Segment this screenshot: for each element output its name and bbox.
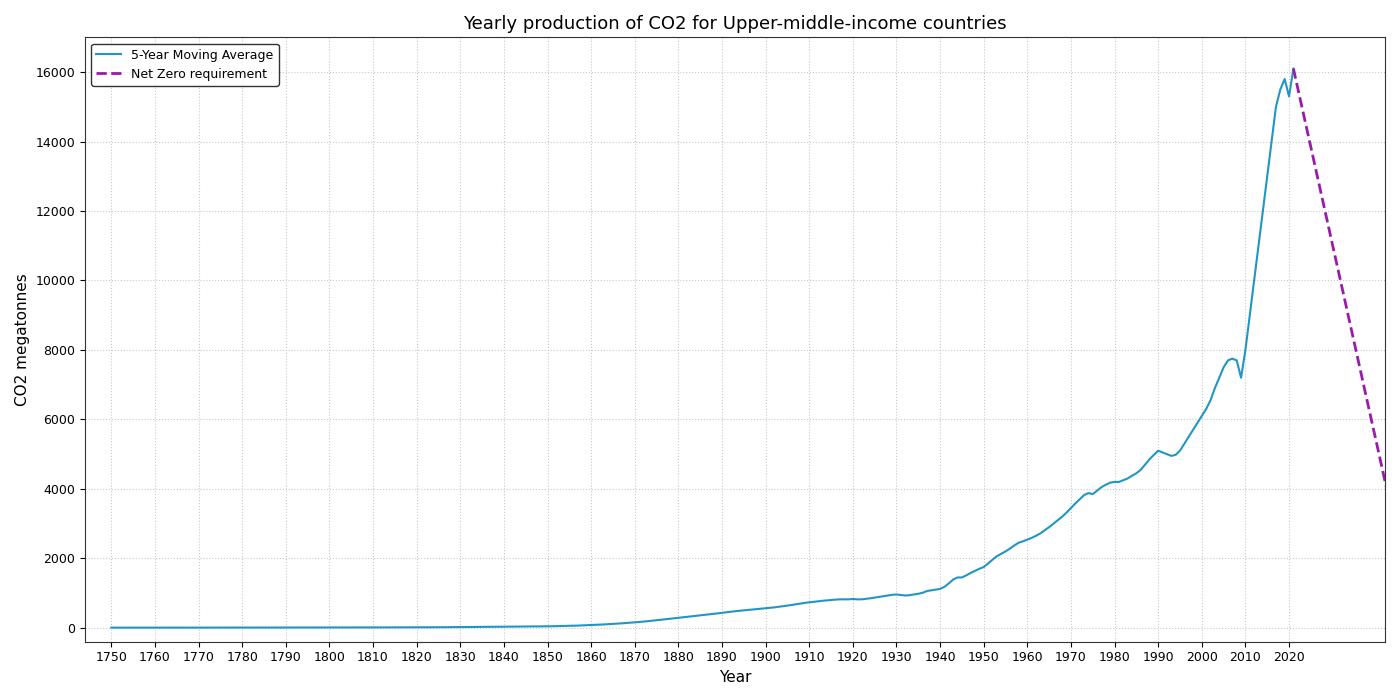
5-Year Moving Average — [1285, 64, 1302, 73]
5-Year Moving Average — [927, 585, 944, 594]
X-axis label: Year: Year — [718, 670, 752, 685]
Line: 5-Year Moving Average: 5-Year Moving Average — [112, 69, 1294, 628]
5-Year Moving Average — [906, 590, 923, 598]
5-Year Moving Average — [246, 624, 263, 632]
Legend: 5-Year Moving Average, Net Zero requirement: 5-Year Moving Average, Net Zero requirem… — [91, 43, 279, 86]
5-Year Moving Average — [104, 624, 120, 632]
Y-axis label: CO2 megatonnes: CO2 megatonnes — [15, 273, 29, 406]
Title: Yearly production of CO2 for Upper-middle-income countries: Yearly production of CO2 for Upper-middl… — [463, 15, 1007, 33]
5-Year Moving Average — [1219, 356, 1236, 365]
5-Year Moving Average — [867, 594, 883, 602]
5-Year Moving Average — [1172, 447, 1189, 455]
